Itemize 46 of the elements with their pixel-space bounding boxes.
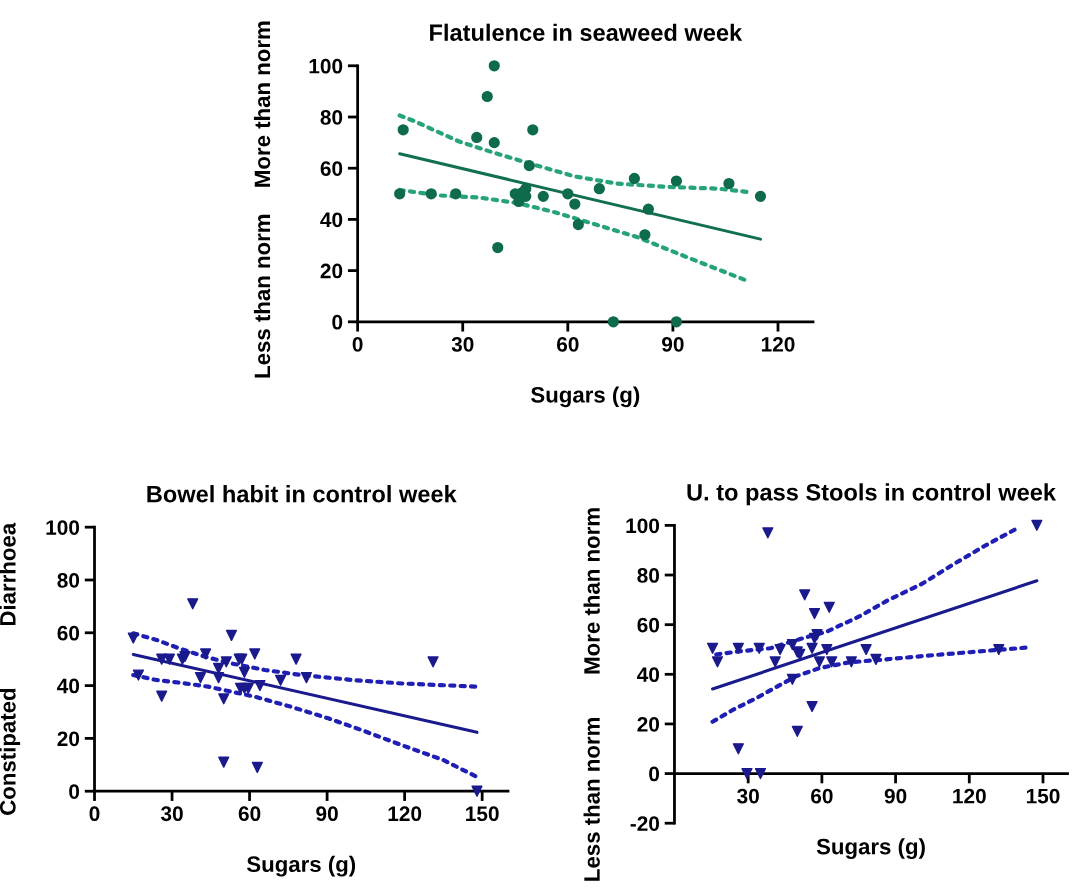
y-tick-label: 80 bbox=[637, 568, 660, 583]
x-axis-title: Sugars (g) bbox=[246, 855, 356, 877]
chart-title: U. to pass Stools in control week bbox=[687, 483, 1057, 506]
x-tick-label: 60 bbox=[811, 788, 833, 804]
y-tick-label: 60 bbox=[320, 161, 343, 176]
y-tick-label: 20 bbox=[637, 716, 660, 732]
x-tick-label: 0 bbox=[89, 806, 100, 822]
y-tick-label: 40 bbox=[320, 212, 343, 228]
chart-title: Bowel habit in control week bbox=[147, 485, 457, 503]
x-tick-label: 120 bbox=[761, 336, 795, 352]
y-tick-label: 20 bbox=[57, 731, 80, 747]
y-axis-title: More than norm bbox=[253, 21, 271, 187]
chart-title: Flatulence in seaweed week bbox=[430, 23, 743, 42]
x-tick-label: 60 bbox=[238, 806, 261, 822]
text: Less than norm bbox=[583, 718, 600, 881]
x-tick-label: 30 bbox=[451, 336, 474, 352]
y-tick-label: 0 bbox=[649, 766, 660, 782]
y-tick-label: 60 bbox=[637, 617, 660, 633]
x-tick-label: 150 bbox=[1026, 788, 1060, 804]
text: Constipated bbox=[0, 688, 21, 815]
y-tick-label: 100 bbox=[309, 58, 343, 74]
y-tick-label: 100 bbox=[46, 520, 80, 535]
x-axis-title: Sugars (g) bbox=[816, 838, 925, 859]
x-tick-label: 90 bbox=[316, 806, 338, 822]
y-tick-label: 80 bbox=[57, 572, 80, 588]
x-tick-label: 90 bbox=[662, 336, 684, 352]
y-tick-label: 60 bbox=[57, 625, 80, 641]
y-tick-label: 100 bbox=[626, 518, 660, 534]
x-tick-label: 30 bbox=[737, 788, 759, 804]
x-tick-label: 0 bbox=[352, 336, 363, 352]
y-tick-label: -20 bbox=[630, 816, 660, 831]
y-tick-label: 20 bbox=[320, 263, 343, 279]
text: Less than norm bbox=[253, 214, 271, 378]
y-tick-label: 0 bbox=[332, 314, 343, 330]
y-axis-title: More than norm bbox=[583, 508, 600, 674]
x-tick-label: 60 bbox=[556, 336, 579, 352]
y-tick-label: 40 bbox=[637, 667, 660, 683]
y-axis-title: Diarrhoea bbox=[0, 522, 16, 626]
x-axis-title: Sugars (g) bbox=[531, 386, 640, 408]
x-tick-label: 120 bbox=[388, 806, 422, 822]
x-tick-label: 120 bbox=[953, 788, 986, 804]
x-tick-label: 30 bbox=[160, 806, 183, 822]
x-tick-label: 150 bbox=[466, 806, 499, 822]
y-tick-label: 40 bbox=[57, 678, 80, 694]
x-tick-label: 90 bbox=[884, 788, 907, 804]
y-tick-label: 80 bbox=[320, 109, 343, 125]
